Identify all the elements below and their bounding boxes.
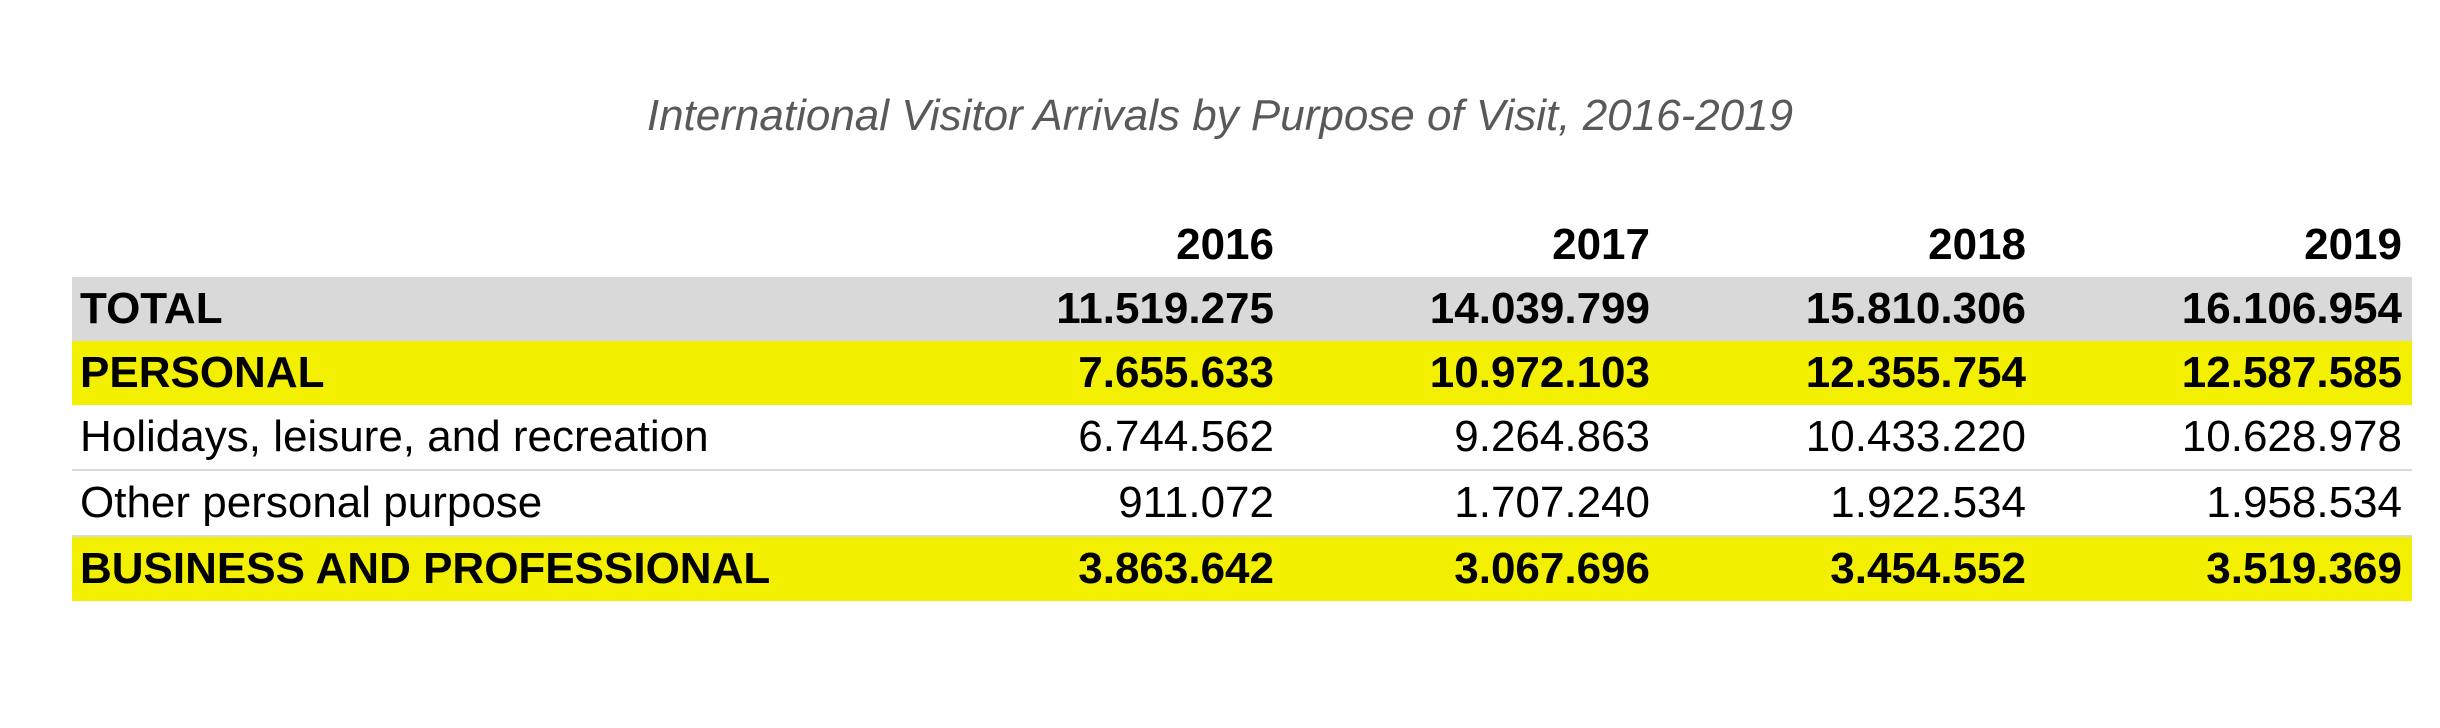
row-label: TOTAL: [72, 277, 908, 341]
table-cell: 10.433.220: [1660, 405, 2036, 471]
table-row-total: TOTAL 11.519.275 14.039.799 15.810.306 1…: [72, 277, 2412, 341]
table-cell: 11.519.275: [908, 277, 1284, 341]
table-cell: 1.922.534: [1660, 470, 2036, 537]
table-cell: 3.067.696: [1284, 536, 1660, 601]
table-cell: 3.863.642: [908, 536, 1284, 601]
row-label: BUSINESS AND PROFESSIONAL: [72, 536, 908, 601]
table-cell: 3.454.552: [1660, 536, 2036, 601]
table-cell: 911.072: [908, 470, 1284, 537]
table-cell: 14.039.799: [1284, 277, 1660, 341]
table-cell: 15.810.306: [1660, 277, 2036, 341]
table-header-row: 2016 2017 2018 2019: [72, 213, 2412, 277]
header-label-cell: [72, 213, 908, 277]
column-header: 2017: [1552, 220, 1650, 269]
column-header: 2019: [2304, 220, 2402, 269]
table-cell: 1.958.534: [2036, 470, 2412, 537]
table-row-holidays: Holidays, leisure, and recreation 6.744.…: [72, 405, 2412, 471]
table-row-other-personal: Other personal purpose 911.072 1.707.240…: [72, 470, 2412, 537]
row-label: Other personal purpose: [72, 470, 908, 537]
table-row-personal: PERSONAL 7.655.633 10.972.103 12.355.754…: [72, 341, 2412, 405]
chart-title: International Visitor Arrivals by Purpos…: [646, 91, 1794, 140]
column-header: 2016: [1176, 220, 1274, 269]
table-cell: 16.106.954: [2036, 277, 2412, 341]
table-cell: 12.355.754: [1660, 341, 2036, 405]
table-row-business: BUSINESS AND PROFESSIONAL 3.863.642 3.06…: [72, 536, 2412, 601]
table-cell: 6.744.562: [908, 405, 1284, 471]
table-cell: 12.587.585: [2036, 341, 2412, 405]
table-cell: 10.972.103: [1284, 341, 1660, 405]
table-cell: 1.707.240: [1284, 470, 1660, 537]
column-header: 2018: [1928, 220, 2026, 269]
table-cell: 10.628.978: [2036, 405, 2412, 471]
arrivals-table: 2016 2017 2018 2019 TOTAL 11.519.275 14.…: [72, 213, 2412, 601]
table-cell: 3.519.369: [2036, 536, 2412, 601]
row-label: PERSONAL: [72, 341, 908, 405]
table-cell: 7.655.633: [908, 341, 1284, 405]
table-cell: 9.264.863: [1284, 405, 1660, 471]
row-label: Holidays, leisure, and recreation: [72, 405, 908, 471]
